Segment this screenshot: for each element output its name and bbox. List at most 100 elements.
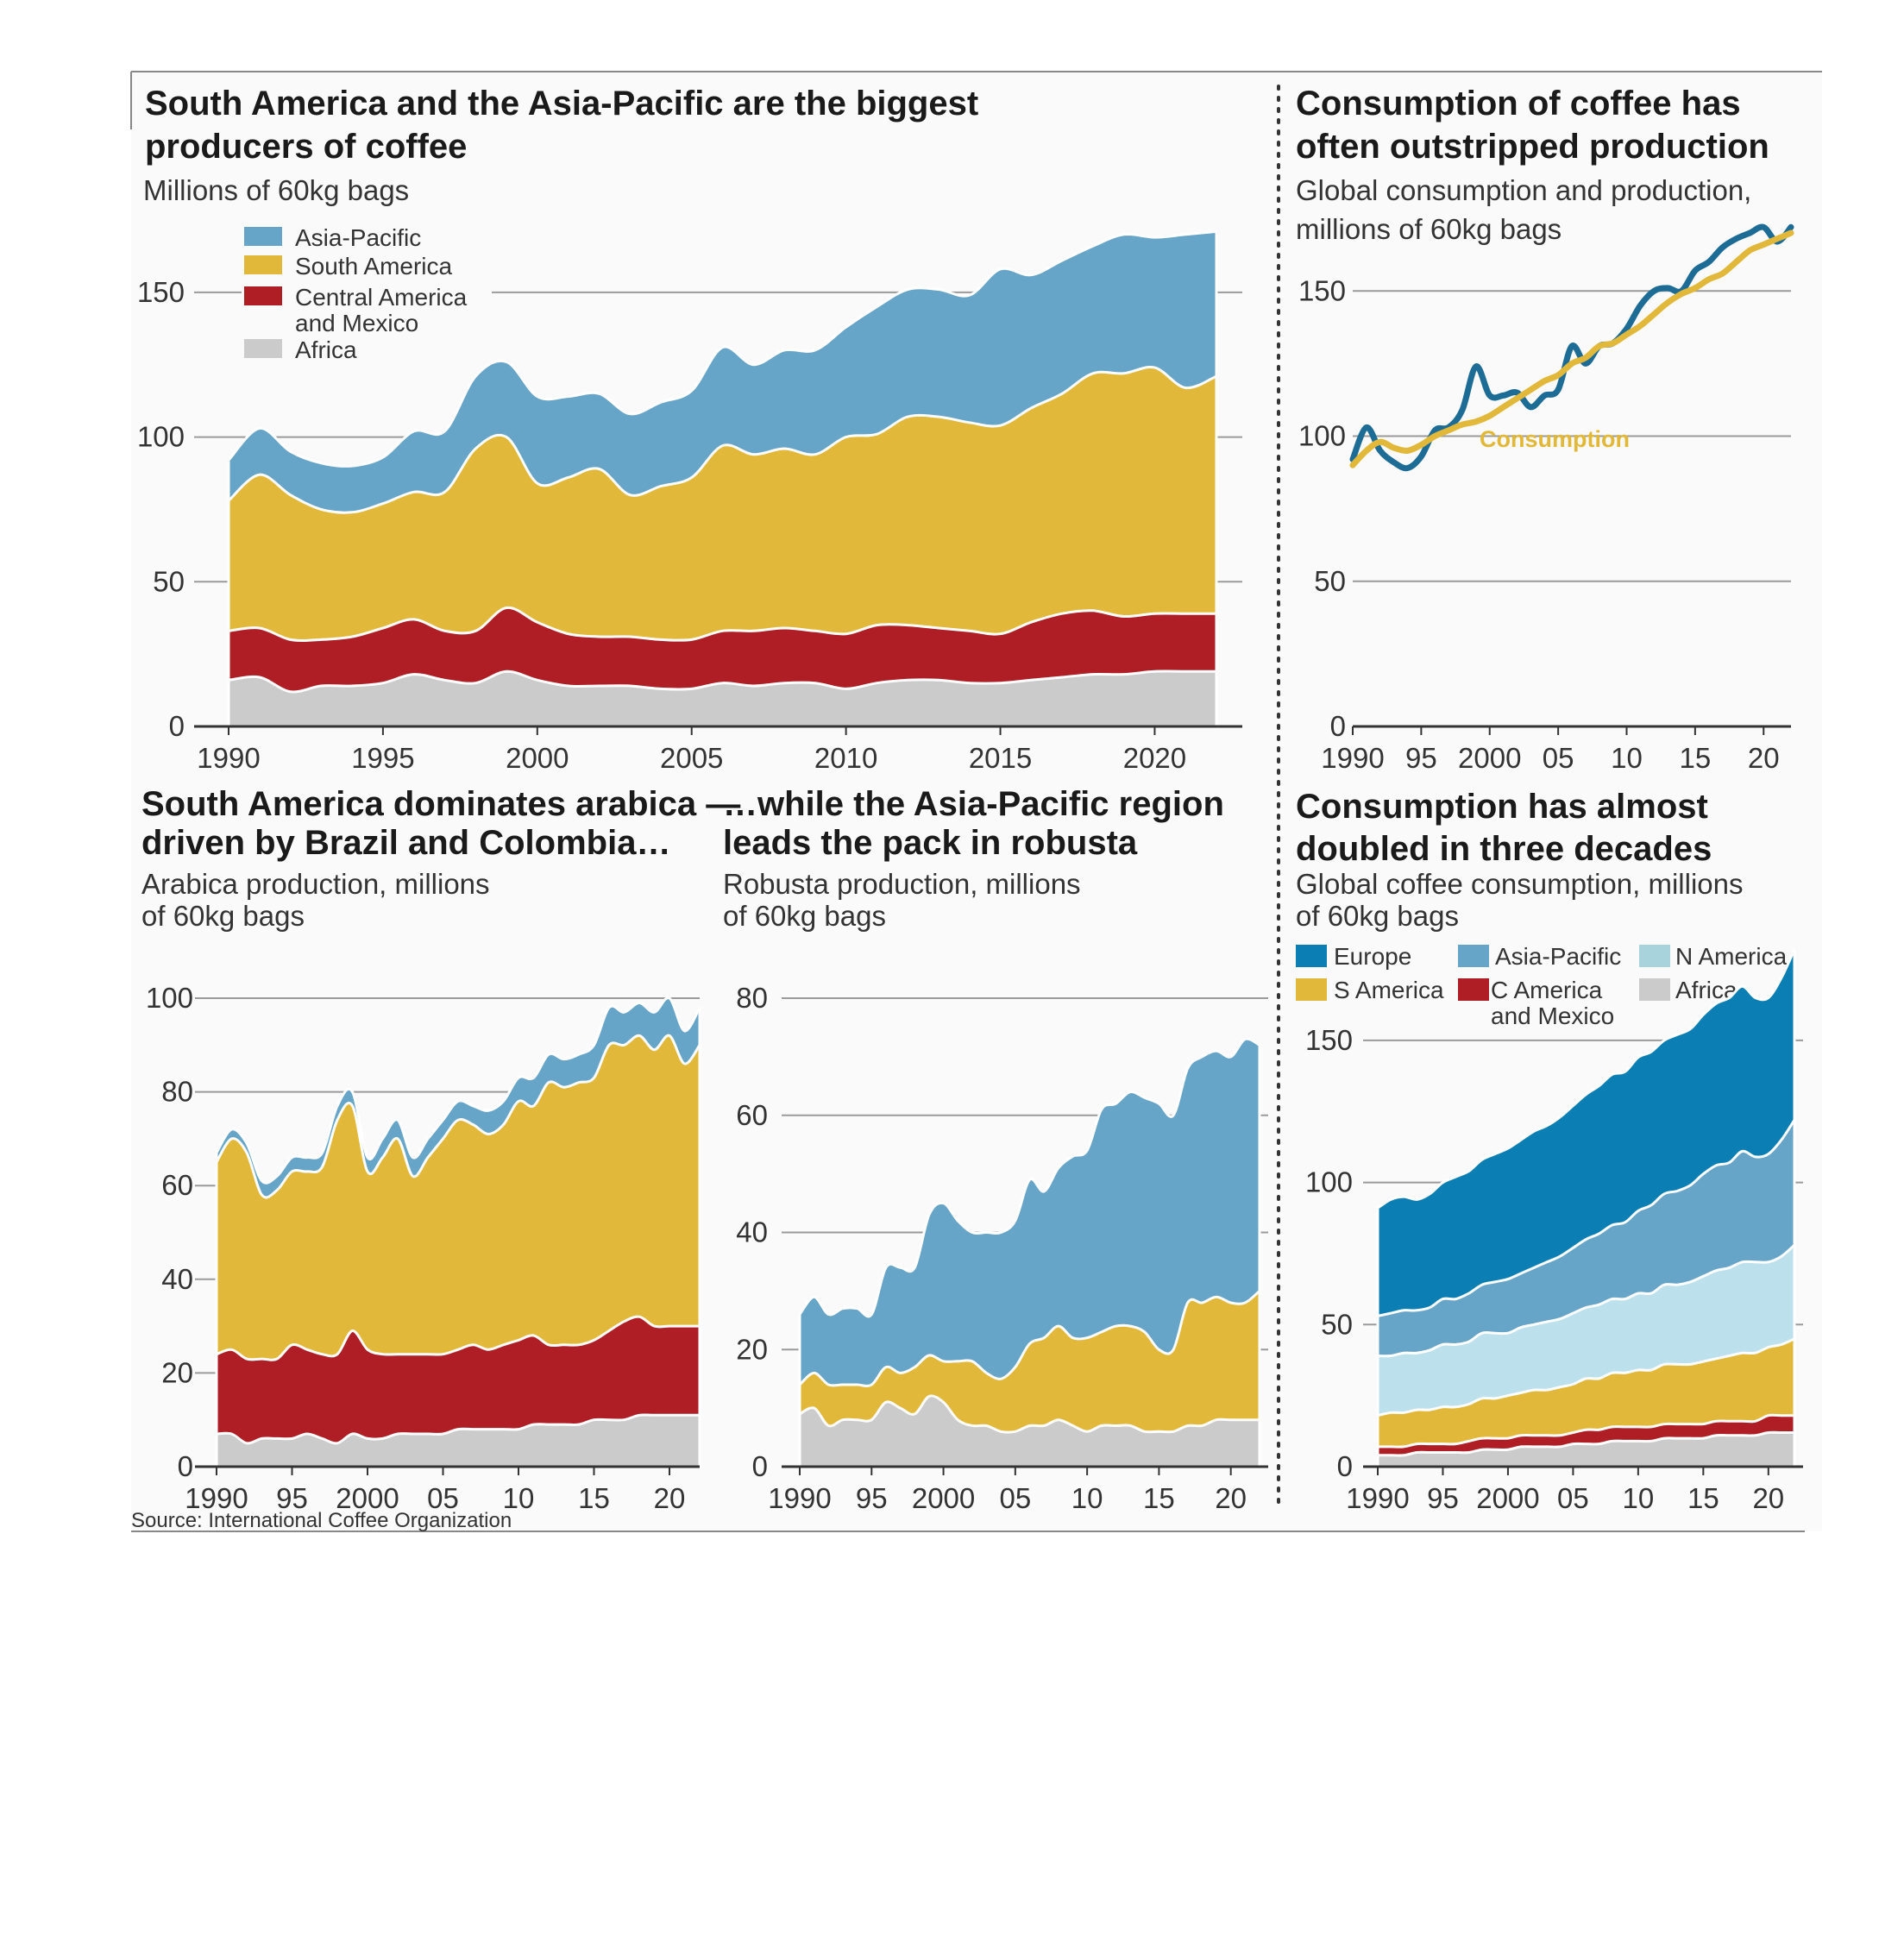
consumption-vs-production-lines [1349,223,1794,472]
robusta-areas [798,1037,1261,1468]
legend-swatch-south-america [244,255,282,274]
p4-y-tick-label: 60 [736,1099,768,1131]
robusta-title-line2: leads the pack in robusta [723,824,1138,862]
p1-y-tick-label: 50 [153,565,185,597]
p4-y-tick-label: 40 [736,1216,768,1248]
arabica-panel: South America dominates arabica — driven… [141,785,740,1514]
production-title-line1: South America and the Asia-Pacific are t… [145,85,978,123]
p2-x-tick-label: 95 [1405,742,1437,774]
p4-area-africa [798,1394,1261,1468]
p4-y-tick-label: 80 [736,982,768,1014]
legend-label-central-america-2: and Mexico [295,310,418,336]
p5-area-africa [1376,1430,1796,1468]
production-subtitle: Millions of 60kg bags [143,174,409,206]
consumption-by-region-axis: 0 50 100 150 1990 95 2000 05 10 15 20 [1305,1024,1803,1514]
p1-area-africa [227,669,1218,728]
consumption-vs-production-title-line2: often outstripped production [1296,128,1769,166]
p1-x-tick-label: 1990 [197,742,260,774]
legend-swatch-c-america [1458,978,1489,1001]
arabica-axis: 0 20 40 60 80 100 1990 95 2000 05 10 15 20 [146,982,700,1514]
consumption-vs-production-title-line1: Consumption of coffee has [1296,85,1741,123]
arabica-subtitle-line2: of 60kg bags [141,900,305,932]
legend-swatch-asia-pacific-2 [1458,945,1489,967]
p4-x-tick-label: 2000 [912,1482,975,1514]
consumption-vs-production-subtitle-line1: Global consumption and production, [1296,174,1751,206]
p1-x-tick-label: 2015 [969,742,1032,774]
legend-label-c-america-2: and Mexico [1491,1003,1614,1029]
p3-area-africa [215,1413,701,1468]
p1-x-tick-label: 2005 [660,742,723,774]
p5-y-tick-label: 150 [1305,1024,1353,1056]
consumption-vs-production-panel: Consumption of coffee has often outstrip… [1296,85,1794,774]
p2-x-tick-label: 1990 [1321,742,1384,774]
p2-x-tick-label: 20 [1748,742,1780,774]
consumption-by-region-subtitle-line1: Global coffee consumption, millions [1296,868,1744,900]
p5-x-tick-label: 20 [1752,1482,1784,1514]
production-panel: South America and the Asia-Pacific are t… [137,85,1242,774]
robusta-axis: 0 20 40 60 80 1990 95 2000 05 10 15 20 [736,982,1268,1514]
p3-y-tick-label: 20 [161,1356,193,1388]
legend-swatch-africa-2 [1639,978,1670,1001]
p2-x-tick-label: 10 [1611,742,1643,774]
consumption-vs-production-subtitle-line2: millions of 60kg bags [1296,213,1562,245]
consumption-by-region-subtitle-line2: of 60kg bags [1296,900,1459,932]
p5-y-tick-label: 100 [1305,1166,1353,1198]
p2-x-tick-label: 05 [1543,742,1574,774]
legend-label-africa: Africa [295,336,357,363]
p3-x-tick-label: 20 [654,1482,686,1514]
consumption-by-region-title-line1: Consumption has almost [1296,788,1708,826]
p3-x-tick-label: 15 [578,1482,610,1514]
p4-x-tick-label: 1990 [768,1482,831,1514]
p4-x-tick-label: 05 [999,1482,1031,1514]
legend-swatch-n-america [1639,945,1670,967]
production-legend: Asia-Pacific South America Central Ameri… [242,224,492,364]
p5-x-tick-label: 1990 [1346,1482,1409,1514]
p1-x-tick-label: 1995 [351,742,414,774]
p1-y-tick-label: 0 [169,710,185,742]
p4-y-tick-label: 20 [736,1333,768,1365]
p3-x-tick-label: 2000 [336,1482,399,1514]
legend-label-south-america: South America [295,253,453,280]
p1-x-tick-label: 2010 [814,742,877,774]
p4-y-tick-label: 0 [752,1450,768,1482]
p2-line-series-0 [1349,223,1794,472]
p5-x-tick-label: 2000 [1476,1482,1539,1514]
legend-swatch-europe [1296,945,1327,967]
p1-y-tick-label: 100 [137,421,185,453]
p2-y-tick-label: 150 [1298,274,1346,306]
consumption-by-region-areas [1376,948,1796,1468]
production-legend-bg [242,224,492,364]
consumption-line-label: Consumption [1480,426,1630,452]
p5-x-tick-label: 10 [1623,1482,1655,1514]
p2-line-consumption [1349,229,1794,468]
p3-x-tick-label: 1990 [185,1482,248,1514]
p5-y-tick-label: 0 [1337,1450,1353,1482]
p5-x-tick-label: 95 [1427,1482,1459,1514]
p4-x-tick-label: 15 [1143,1482,1175,1514]
legend-label-asia-pacific-2: Asia-Pacific [1495,943,1621,970]
legend-label-c-america: C America [1491,977,1603,1003]
consumption-by-region-title-line2: doubled in three decades [1296,830,1712,868]
p3-y-tick-label: 100 [146,982,193,1014]
p3-x-tick-label: 10 [503,1482,535,1514]
consumption-by-region-panel: Consumption has almost doubled in three … [1296,788,1803,1514]
arabica-areas [215,996,701,1468]
p5-x-tick-label: 05 [1557,1482,1589,1514]
robusta-panel: …while the Asia-Pacific region leads the… [723,785,1268,1514]
consumption-vs-production-grid [1353,290,1791,582]
robusta-subtitle-line1: Robusta production, millions [723,868,1081,900]
consumption-by-region-legend: Europe Asia-Pacific N America S America … [1296,943,1788,1029]
p3-y-tick-label: 0 [178,1450,193,1482]
p4-x-tick-label: 10 [1071,1482,1103,1514]
p4-x-tick-label: 95 [856,1482,888,1514]
p2-y-tick-label: 0 [1330,710,1346,742]
legend-swatch-s-america [1296,978,1327,1001]
consumption-vs-production-axis: 0 50 100 150 1990 95 2000 05 10 15 20 [1298,274,1791,774]
arabica-title-line2: driven by Brazil and Colombia… [141,824,670,862]
p3-y-tick-label: 40 [161,1263,193,1295]
p3-x-tick-label: 05 [427,1482,459,1514]
p2-x-tick-label: 15 [1680,742,1712,774]
p3-y-tick-label: 60 [161,1169,193,1201]
p3-y-tick-label: 80 [161,1076,193,1108]
production-axis: 0 50 100 150 1990 1995 2000 2005 2010 2015 2020 [137,276,1242,774]
